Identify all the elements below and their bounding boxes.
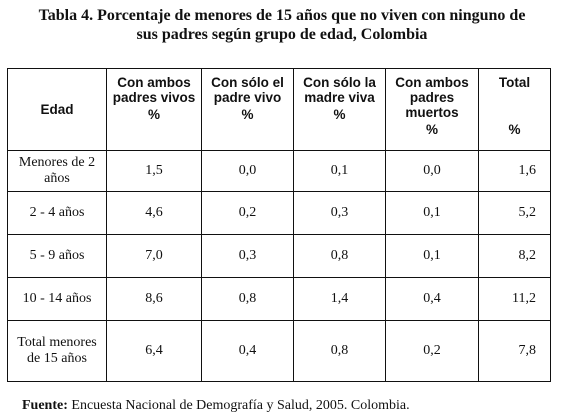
cell-total: 8,2 [478, 233, 551, 279]
table-row-total: Total menores de 15 años 6,4 0,4 0,8 0,2… [7, 320, 551, 382]
cell-total: 5,2 [478, 191, 551, 235]
cell-value: 0,0 [201, 149, 294, 193]
source-label: Fuente: [22, 398, 68, 413]
header-unit: % [508, 122, 521, 137]
header-unit: % [425, 122, 438, 137]
header-unit: % [333, 107, 346, 122]
cell-value: 1,4 [293, 277, 386, 322]
table-row: 10 - 14 años 8,6 0,8 1,4 0,4 11,2 [7, 277, 551, 322]
cell-value: 4,6 [106, 191, 202, 235]
cell-value: 0,4 [385, 277, 479, 322]
header-label: Con sólo el padre vivo [211, 75, 284, 105]
row-label: 5 - 9 años [7, 233, 107, 279]
cell-total: 1,6 [478, 149, 551, 193]
cell-value: 6,4 [106, 320, 202, 382]
header-ambos-vivos: Con ambos padres vivos % [106, 68, 202, 151]
cell-value: 0,8 [201, 277, 294, 322]
cell-value: 0,3 [201, 233, 294, 279]
cell-value: 0,0 [385, 149, 479, 193]
row-label: Menores de 2 años [7, 149, 107, 193]
cell-value: 1,5 [106, 149, 202, 193]
table-title: Tabla 4. Porcentaje de menores de 15 año… [0, 6, 564, 44]
table-title-line-1: Tabla 4. Porcentaje de menores de 15 año… [38, 7, 526, 24]
cell-value: 0,8 [293, 320, 386, 382]
data-table: Edad Con ambos padres vivos % Con sólo e… [7, 68, 551, 382]
cell-total: 7,8 [478, 320, 551, 382]
header-ambos-muertos: Con ambos padres muertos % [385, 68, 479, 151]
header-label: Con ambos padres vivos [112, 75, 196, 105]
header-unit: % [147, 107, 160, 122]
cell-value: 0,2 [385, 320, 479, 382]
header-unit: % [241, 107, 254, 122]
cell-value: 0,4 [201, 320, 294, 382]
header-total: Total % [478, 68, 551, 151]
source-text: Encuesta Nacional de Demografía y Salud,… [67, 398, 410, 413]
cell-value: 7,0 [106, 233, 202, 279]
header-row: Edad Con ambos padres vivos % Con sólo e… [7, 68, 551, 151]
table-title-line-2: sus padres según grupo de edad, Colombia [136, 26, 428, 43]
cell-value: 8,6 [106, 277, 202, 322]
header-solo-padre: Con sólo el padre vivo % [201, 68, 294, 151]
row-label: Total menores de 15 años [7, 320, 107, 382]
row-label: 2 - 4 años [7, 191, 107, 235]
table-row: 2 - 4 años 4,6 0,2 0,3 0,1 5,2 [7, 191, 551, 235]
cell-value: 0,3 [293, 191, 386, 235]
row-label: 10 - 14 años [7, 277, 107, 322]
cell-value: 0,1 [385, 233, 479, 279]
table-row: 5 - 9 años 7,0 0,3 0,8 0,1 8,2 [7, 233, 551, 279]
cell-value: 0,1 [293, 149, 386, 193]
header-label: Total [498, 75, 531, 90]
cell-value: 0,8 [293, 233, 386, 279]
table-row: Menores de 2 años 1,5 0,0 0,1 0,0 1,6 [7, 149, 551, 193]
cell-value: 0,1 [385, 191, 479, 235]
cell-total: 11,2 [478, 277, 551, 322]
header-solo-madre: Con sólo la madre viva % [293, 68, 386, 151]
header-edad: Edad [7, 68, 107, 151]
header-label: Con ambos padres muertos [395, 75, 469, 120]
cell-value: 0,2 [201, 191, 294, 235]
header-label: Edad [40, 102, 74, 117]
source-note: Fuente: Encuesta Nacional de Demografía … [22, 398, 410, 414]
header-label: Con sólo la madre viva [303, 75, 376, 105]
